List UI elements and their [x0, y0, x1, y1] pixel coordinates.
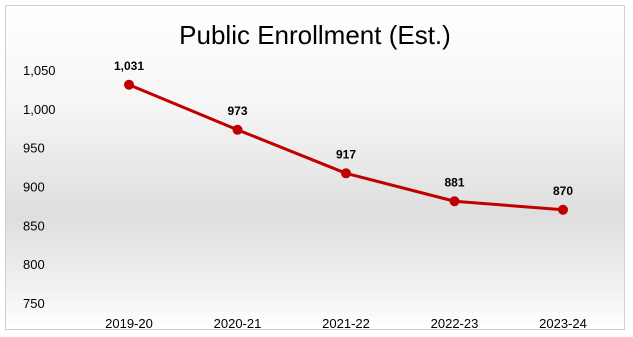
- data-label: 870: [553, 184, 573, 198]
- data-label: 1,031: [114, 59, 144, 73]
- chart-title: Public Enrollment (Est.): [179, 20, 451, 50]
- y-tick-label: 800: [23, 257, 45, 272]
- y-tick-label: 900: [23, 180, 45, 195]
- data-label: 881: [444, 175, 464, 189]
- data-point: [232, 124, 243, 135]
- x-tick-label: 2023-24: [539, 316, 587, 330]
- data-point: [449, 196, 460, 207]
- x-tick-label: 2021-22: [322, 316, 370, 330]
- y-tick-label: 750: [23, 296, 45, 311]
- data-label: 917: [336, 147, 356, 161]
- plot-svg: 750 800 850 900 950 1,000 1,050 2019-20 2020-21 2…: [23, 59, 587, 330]
- y-tick-label: 950: [23, 141, 45, 156]
- data-point: [558, 204, 568, 215]
- data-label: 973: [227, 104, 247, 118]
- chart-area: Public Enrollment (Est.) 750 800 850 900 950…: [5, 5, 625, 330]
- x-tick-label: 2020-21: [214, 316, 262, 330]
- data-point: [124, 79, 134, 90]
- y-tick-label: 1,050: [23, 63, 56, 78]
- y-tick-label: 850: [23, 218, 45, 233]
- y-tick-label: 1,000: [23, 102, 56, 117]
- data-point: [341, 168, 351, 179]
- x-tick-label: 2022-23: [431, 316, 479, 330]
- x-tick-label: 2019-20: [105, 316, 153, 330]
